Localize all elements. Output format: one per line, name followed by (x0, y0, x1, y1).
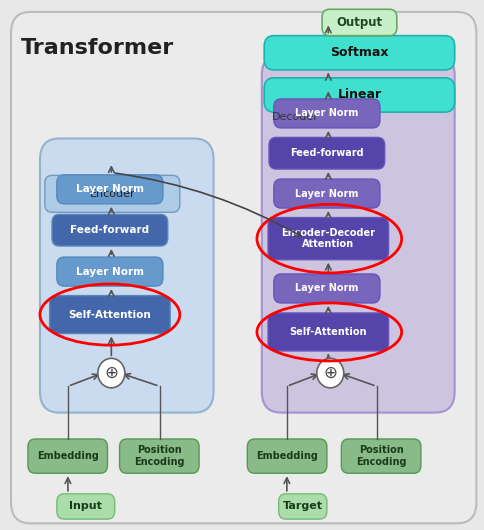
FancyBboxPatch shape (247, 439, 326, 473)
Text: Position
Encoding: Position Encoding (355, 445, 406, 467)
Text: Self-Attention: Self-Attention (289, 327, 366, 337)
FancyBboxPatch shape (321, 10, 396, 36)
Text: Transformer: Transformer (21, 38, 174, 58)
Text: Softmax: Softmax (330, 46, 388, 59)
FancyBboxPatch shape (264, 78, 454, 112)
Text: Layer Norm: Layer Norm (295, 189, 358, 199)
FancyBboxPatch shape (269, 137, 384, 169)
Text: Feed-forward: Feed-forward (70, 225, 149, 235)
FancyBboxPatch shape (45, 175, 180, 213)
Text: Target: Target (282, 501, 322, 511)
FancyBboxPatch shape (40, 138, 213, 413)
Text: Position
Encoding: Position Encoding (134, 445, 184, 467)
Circle shape (316, 358, 343, 388)
FancyBboxPatch shape (57, 175, 163, 204)
Text: Layer Norm: Layer Norm (76, 184, 144, 195)
Circle shape (98, 358, 124, 388)
Text: Embedding: Embedding (256, 451, 318, 461)
FancyBboxPatch shape (28, 439, 107, 473)
FancyBboxPatch shape (261, 54, 454, 413)
Text: Self-Attention: Self-Attention (68, 310, 151, 320)
Text: Input: Input (69, 501, 102, 511)
Text: Layer Norm: Layer Norm (76, 267, 144, 277)
Text: Decoder: Decoder (271, 112, 318, 122)
FancyBboxPatch shape (273, 274, 379, 303)
Text: Layer Norm: Layer Norm (295, 109, 358, 118)
Text: ⊕: ⊕ (323, 364, 336, 382)
Text: Linear: Linear (337, 89, 381, 101)
FancyBboxPatch shape (273, 179, 379, 208)
FancyBboxPatch shape (264, 36, 454, 70)
FancyBboxPatch shape (49, 296, 170, 333)
Text: Layer Norm: Layer Norm (295, 284, 358, 294)
Text: ⊕: ⊕ (104, 364, 118, 382)
Text: Output: Output (336, 16, 382, 29)
FancyBboxPatch shape (341, 439, 420, 473)
Text: Encoder-Decoder
Attention: Encoder-Decoder Attention (281, 228, 375, 250)
FancyBboxPatch shape (268, 313, 388, 351)
Text: Embedding: Embedding (37, 451, 98, 461)
FancyBboxPatch shape (278, 494, 326, 519)
Text: Feed-forward: Feed-forward (289, 148, 363, 158)
FancyBboxPatch shape (119, 439, 199, 473)
FancyBboxPatch shape (57, 257, 163, 286)
FancyBboxPatch shape (52, 215, 167, 246)
Text: Encoder: Encoder (90, 189, 135, 199)
FancyBboxPatch shape (11, 12, 475, 523)
FancyBboxPatch shape (57, 494, 115, 519)
FancyBboxPatch shape (273, 99, 379, 128)
FancyBboxPatch shape (268, 217, 388, 260)
